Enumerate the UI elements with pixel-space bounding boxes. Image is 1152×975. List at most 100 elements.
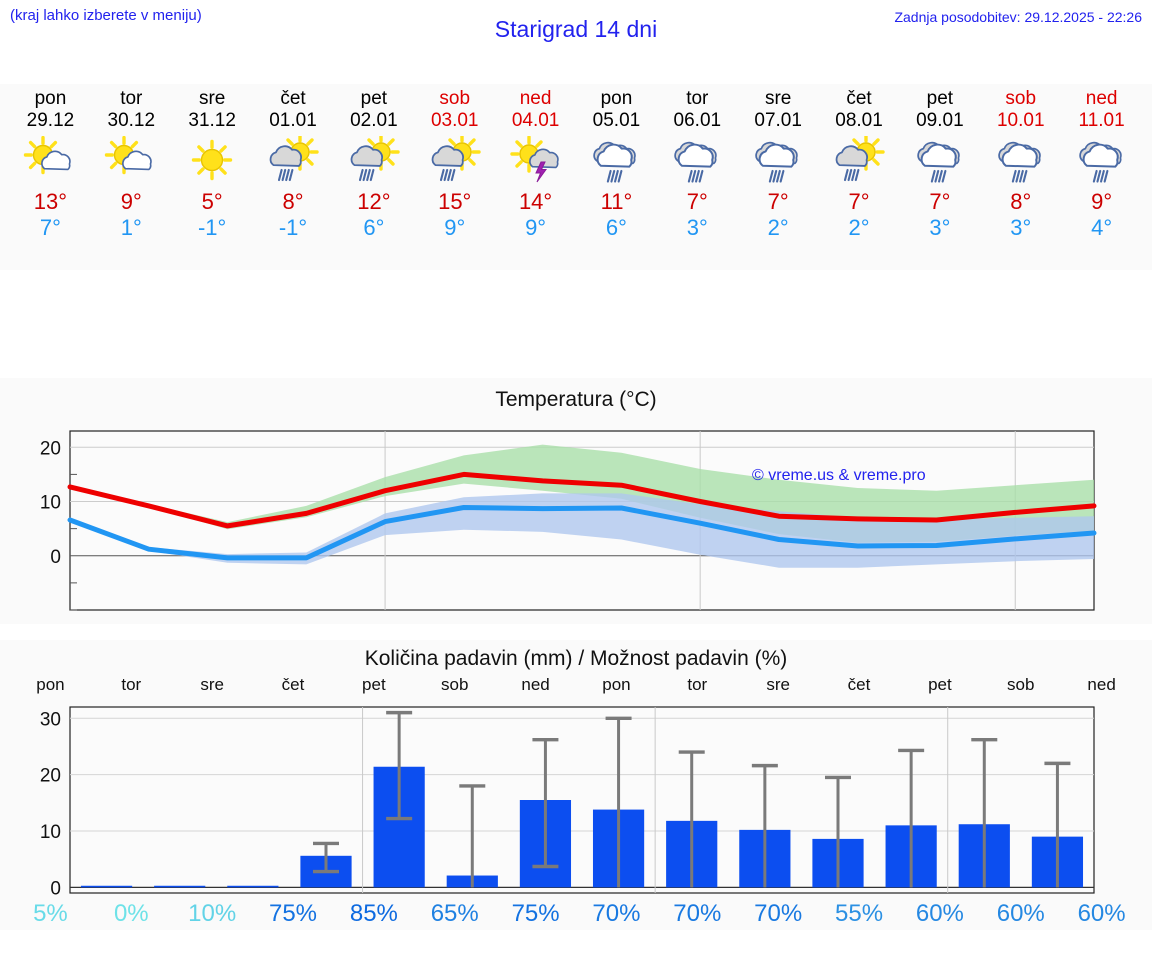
location-menu-note[interactable]: (kraj lahko izberete v meniju) (10, 7, 202, 24)
precip-y-tick: 10 (40, 822, 61, 843)
day-date: 01.01 (269, 110, 317, 131)
day-date: 07.01 (754, 110, 802, 131)
day-min-temp: 4° (1091, 215, 1113, 240)
day-date: 05.01 (592, 110, 641, 131)
precipitation-day-label: čet (281, 675, 305, 694)
day-card[interactable]: tor 30.12 9° 1° (91, 84, 172, 270)
precipitation-probability-label: 5% (33, 900, 68, 927)
precipitation-probability-label: 65% (430, 900, 479, 927)
day-min-temp: 3° (1010, 215, 1032, 240)
day-min-temp: 6° (363, 215, 385, 240)
precipitation-day-label: ned (1087, 675, 1116, 694)
day-max-temp: 11° (600, 189, 633, 214)
precipitation-bar[interactable] (154, 885, 206, 888)
precipitation-day-label: pon (602, 675, 631, 694)
day-card[interactable]: tor 06.01 7° 3° (657, 84, 738, 270)
precipitation-error-bar (1044, 761, 1071, 888)
day-min-temp: 7° (39, 215, 61, 240)
rain-icon (990, 136, 1052, 184)
day-card[interactable]: sob 03.01 15° 9° (414, 84, 495, 270)
precipitation-day-label: pet (928, 675, 952, 694)
precipitation-error-bar (532, 737, 559, 869)
day-name: čet (846, 88, 872, 109)
precipitation-day-label: pon (36, 675, 65, 694)
day-max-temp: 14° (518, 189, 553, 214)
day-card[interactable]: pet 09.01 7° 3° (899, 84, 980, 270)
day-card[interactable]: pet 02.01 12° 6° (333, 84, 414, 270)
rain-icon (585, 136, 647, 184)
precipitation-error-bar (605, 716, 632, 888)
day-date: 03.01 (430, 110, 479, 131)
precipitation-day-label: sob (1007, 675, 1035, 694)
day-min-temp: 6° (605, 215, 627, 240)
precipitation-day-label: tor (121, 675, 142, 694)
day-card[interactable]: sre 31.12 5° -1° (172, 84, 253, 270)
day-max-temp: 7° (767, 189, 789, 214)
day-min-temp: 2° (848, 215, 870, 240)
day-date: 29.12 (26, 110, 75, 131)
day-name: sre (198, 88, 226, 109)
daily-forecast-strip: pon 29.12 13° 7° tor 30.12 9° 1° sre 31.12 5° -1°… (0, 84, 1152, 270)
precipitation-probability-label: 70% (673, 900, 722, 927)
temp-y-tick: 20 (40, 438, 61, 459)
day-card[interactable]: čet 01.01 8° -1° (253, 84, 334, 270)
precipitation-error-bar (825, 775, 851, 888)
page-title: Starigrad 14 dni (494, 16, 658, 42)
precipitation-probability-row: 5% 0% 10% 75% 85% 65% 75% 70% 70% 70% 55% 60% 60% 60% (10, 900, 1142, 928)
day-card[interactable]: pon 29.12 13° 7° (10, 84, 91, 270)
precipitation-error-bar (386, 710, 413, 821)
temp-y-tick: 10 (40, 493, 61, 514)
temperature-chart-svg: 0 10 20 (40, 430, 1097, 611)
precip-y-tick: 0 (50, 878, 61, 899)
precipitation-probability-label: 75% (511, 900, 560, 927)
precipitation-day-labels: pon tor sre čet pet sob ned pon tor sre čet pet sob n… (10, 675, 1142, 695)
day-card[interactable]: sob 10.01 8° 3° (980, 84, 1061, 270)
day-max-temp: 7° (848, 189, 870, 214)
day-max-temp: 5° (201, 189, 223, 214)
day-min-temp: 9° (444, 215, 466, 240)
day-card[interactable]: čet 08.01 7° 2° (819, 84, 900, 270)
day-min-temp: -1° (278, 215, 308, 240)
precipitation-bar[interactable] (80, 885, 133, 888)
precipitation-day-label: sob (441, 675, 469, 694)
sun-rain-icon (262, 133, 324, 184)
temperature-chart-title: Temperatura (°C) (495, 388, 657, 411)
day-card[interactable]: sre 07.01 7° 2° (738, 84, 819, 270)
day-max-temp: 9° (1091, 189, 1113, 214)
day-max-temp: 8° (282, 189, 304, 214)
precipitation-probability-label: 70% (592, 900, 641, 927)
precipitation-probability-label: 85% (349, 900, 398, 927)
day-max-temp: 8° (1010, 189, 1032, 214)
day-card[interactable]: ned 11.01 9° 4° (1061, 84, 1142, 270)
precipitation-chart-svg: 0 10 20 30 (40, 706, 1095, 899)
day-name: sre (764, 88, 792, 109)
day-date: 09.01 (916, 110, 964, 131)
day-date: 06.01 (673, 110, 722, 131)
precipitation-bar[interactable] (227, 885, 279, 888)
temp-y-tick: 0 (50, 547, 61, 568)
day-card[interactable]: pon 05.01 11° 6° (576, 84, 657, 270)
precipitation-day-label: pet (362, 675, 386, 694)
day-max-temp: 13° (33, 189, 68, 214)
day-date: 10.01 (996, 110, 1045, 131)
precipitation-probability-label: 60% (1077, 900, 1126, 927)
day-date: 02.01 (350, 110, 398, 131)
sun-rain-icon (424, 133, 486, 184)
day-min-temp: 2° (767, 215, 789, 240)
day-max-temp: 7° (686, 189, 708, 214)
sun-cloud-icon (100, 135, 162, 184)
precipitation-error-bar (971, 737, 998, 888)
precipitation-probability-label: 70% (754, 900, 803, 927)
precipitation-day-label: sre (766, 675, 790, 694)
day-card[interactable]: ned 04.01 14° 9° (495, 84, 576, 270)
day-min-temp: -1° (197, 215, 227, 240)
precip-y-tick: 30 (40, 709, 61, 730)
precipitation-day-label: tor (687, 675, 708, 694)
day-name: sob (1005, 88, 1037, 109)
day-min-temp: 9° (525, 215, 547, 240)
precip-y-tick: 20 (40, 766, 61, 787)
day-max-temp: 12° (357, 189, 391, 214)
temp-series-line (67, 471, 1097, 529)
day-date: 08.01 (835, 110, 883, 131)
rain-icon (909, 136, 971, 184)
